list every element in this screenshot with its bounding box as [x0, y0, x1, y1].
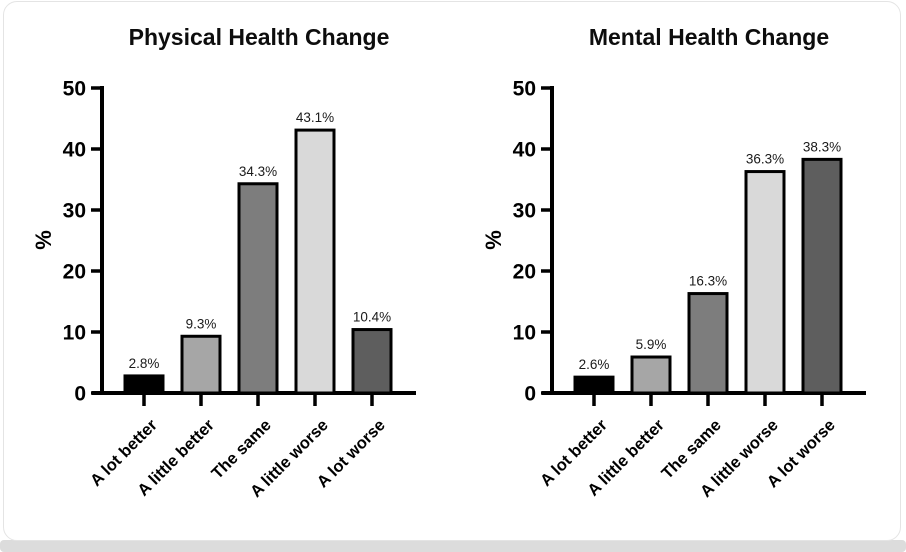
y-axis-title: % [31, 230, 56, 250]
y-tick-label: 40 [63, 139, 86, 162]
figure-card: Physical Health Change 0 10 20 30 40 50% 2.8% A… [3, 1, 901, 541]
bar-the-same [687, 292, 729, 395]
bar-a-little-worse [744, 170, 786, 395]
physical-health-chart-title: Physical Health Change [128, 24, 390, 50]
y-tick-label: 30 [63, 200, 86, 223]
value-label: 36.3% [746, 152, 784, 167]
y-tick-label: 50 [63, 78, 86, 101]
value-label: 2.6% [579, 357, 610, 372]
value-label: 16.3% [689, 274, 727, 289]
value-label: 38.3% [803, 139, 841, 154]
bar-a-lot-better [573, 375, 615, 395]
physical-health-chart: Physical Health Change 0 10 20 30 40 50% 2.8% A… [4, 2, 457, 547]
mental-health-chart: Mental Health Change 0 10 20 30 40 50% 2.6% A l… [454, 2, 906, 547]
y-tick-label: 10 [513, 322, 536, 345]
y-tick-label: 0 [524, 383, 536, 406]
page-background-strip [0, 540, 906, 552]
value-label: 10.4% [353, 310, 391, 325]
mental-health-chart-title: Mental Health Change [588, 24, 830, 50]
y-tick-label: 0 [74, 383, 86, 406]
value-label: 43.1% [296, 110, 334, 125]
y-tick-label: 20 [63, 261, 86, 284]
y-tick-label: 10 [63, 322, 86, 345]
bar-a-little-better [180, 334, 222, 395]
y-tick-label: 30 [513, 200, 536, 223]
bar-the-same [237, 182, 279, 395]
bar-a-lot-worse [801, 157, 843, 395]
value-label: 9.3% [186, 316, 217, 331]
value-label: 2.8% [129, 356, 160, 371]
bar-a-little-worse [294, 128, 336, 395]
bar-a-lot-worse [351, 328, 393, 395]
y-axis-title: % [481, 230, 506, 250]
y-tick-label: 50 [513, 78, 536, 101]
y-tick-label: 20 [513, 261, 536, 284]
bar-a-lot-better [123, 374, 165, 395]
value-label: 5.9% [636, 337, 667, 352]
bar-a-little-better [630, 355, 672, 395]
y-tick-label: 40 [513, 139, 536, 162]
value-label: 34.3% [239, 164, 277, 179]
